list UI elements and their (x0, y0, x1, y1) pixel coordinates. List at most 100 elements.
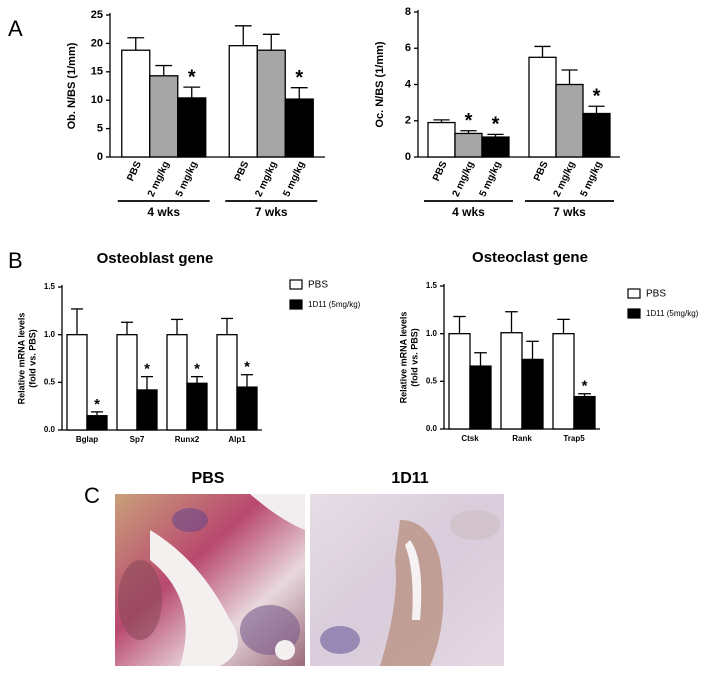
legend-swatch (289, 279, 303, 290)
bar (552, 333, 575, 430)
group-label: 4 wks (147, 205, 180, 219)
bar (228, 45, 258, 158)
micrograph-1d11 (310, 494, 504, 666)
bar (555, 83, 584, 158)
bar (448, 333, 471, 430)
bar-label: PBS (431, 159, 450, 183)
bar (136, 389, 158, 431)
y-axis-label: (fold vs. PBS) (409, 328, 419, 387)
y-tick-label: 10 (91, 94, 103, 106)
y-tick-label: 0.5 (426, 376, 438, 385)
panel-label: A (8, 16, 23, 41)
y-axis-label: Oc. N/BS (1/mm) (374, 41, 386, 128)
bar-label: 2 mg/kg (146, 160, 172, 199)
y-tick-label: 15 (91, 66, 103, 78)
bar (469, 365, 492, 430)
y-axis-label: Relative mRNA levels (398, 312, 408, 404)
chart-title: Osteoblast gene (97, 250, 214, 267)
y-tick-label: 0.0 (426, 424, 438, 433)
image-label: PBS (192, 470, 225, 487)
bar (284, 98, 314, 158)
bar (186, 382, 208, 431)
bar (454, 132, 483, 158)
bar-label: PBS (233, 159, 252, 183)
bar (528, 56, 557, 158)
significance-star: * (194, 361, 200, 378)
y-axis-label: (fold vs. PBS) (27, 329, 37, 388)
significance-star: * (582, 378, 588, 395)
y-tick-label: 5 (97, 123, 103, 135)
significance-star: * (244, 359, 250, 376)
bar (149, 75, 179, 158)
bar-label: PBS (532, 159, 551, 183)
bar-label: 5 mg/kg (281, 160, 307, 199)
y-tick-label: 25 (91, 9, 103, 21)
bar (573, 395, 596, 430)
y-tick-label: 6 (405, 42, 411, 54)
y-tick-label: 0 (97, 151, 103, 163)
significance-star: * (94, 396, 100, 413)
x-tick-label: Trap5 (563, 434, 585, 443)
legend-swatch (627, 288, 641, 299)
bar-label: 2 mg/kg (253, 160, 279, 199)
y-tick-label: 20 (91, 37, 103, 49)
bar (66, 334, 88, 431)
bar (236, 386, 258, 431)
y-axis-label: Relative mRNA levels (16, 313, 26, 405)
y-tick-label: 0.5 (44, 377, 56, 386)
panel-label: C (84, 483, 100, 508)
bar (427, 121, 456, 158)
bar (166, 334, 188, 431)
bar-label: 2 mg/kg (451, 160, 477, 199)
legend-swatch (289, 299, 303, 310)
significance-star: * (593, 86, 601, 108)
y-tick-label: 1.0 (44, 330, 56, 339)
bar (116, 334, 138, 431)
bar (500, 332, 523, 430)
group-label: 7 wks (553, 205, 586, 219)
group-label: 4 wks (452, 205, 485, 219)
bar (86, 415, 108, 431)
legend-swatch (627, 308, 641, 319)
bar-label: 5 mg/kg (478, 160, 504, 199)
significance-star: * (188, 66, 196, 88)
bar (216, 334, 238, 431)
y-tick-label: 1.0 (426, 329, 438, 338)
significance-star: * (465, 110, 473, 132)
x-tick-label: Bglap (76, 435, 98, 444)
bar (582, 112, 611, 158)
y-tick-label: 0 (405, 151, 411, 163)
legend-label: 1D11 (5mg/kg) (646, 309, 699, 318)
image-label: 1D11 (391, 470, 428, 487)
x-tick-label: Alp1 (228, 435, 246, 444)
chart-title: Osteoclast gene (472, 249, 588, 266)
significance-star: * (492, 114, 500, 136)
y-tick-label: 0.0 (44, 425, 56, 434)
significance-star: * (144, 361, 150, 378)
y-tick-label: 1.5 (426, 281, 438, 290)
significance-star: * (295, 67, 303, 89)
x-tick-label: Ctsk (461, 434, 479, 443)
bar-label: 5 mg/kg (579, 160, 605, 199)
legend-label: PBS (308, 280, 328, 291)
y-tick-label: 1.5 (44, 282, 56, 291)
bar-label: 5 mg/kg (174, 160, 200, 199)
legend-label: 1D11 (5mg/kg) (308, 300, 361, 309)
bar-label: 2 mg/kg (552, 160, 578, 199)
y-tick-label: 4 (405, 78, 412, 90)
micrograph-pbs (115, 494, 305, 666)
bar (521, 358, 544, 430)
y-tick-label: 8 (405, 6, 411, 18)
y-axis-label: Ob. N/BS (1/mm) (66, 42, 78, 129)
panel-label: B (8, 248, 23, 273)
group-label: 7 wks (255, 205, 288, 219)
bar-label: PBS (125, 159, 144, 183)
x-tick-label: Runx2 (175, 435, 200, 444)
bar (121, 49, 151, 158)
legend-label: PBS (646, 289, 666, 300)
y-tick-label: 2 (405, 115, 411, 127)
bar (481, 136, 510, 158)
bar (256, 49, 286, 158)
x-tick-label: Rank (512, 434, 532, 443)
